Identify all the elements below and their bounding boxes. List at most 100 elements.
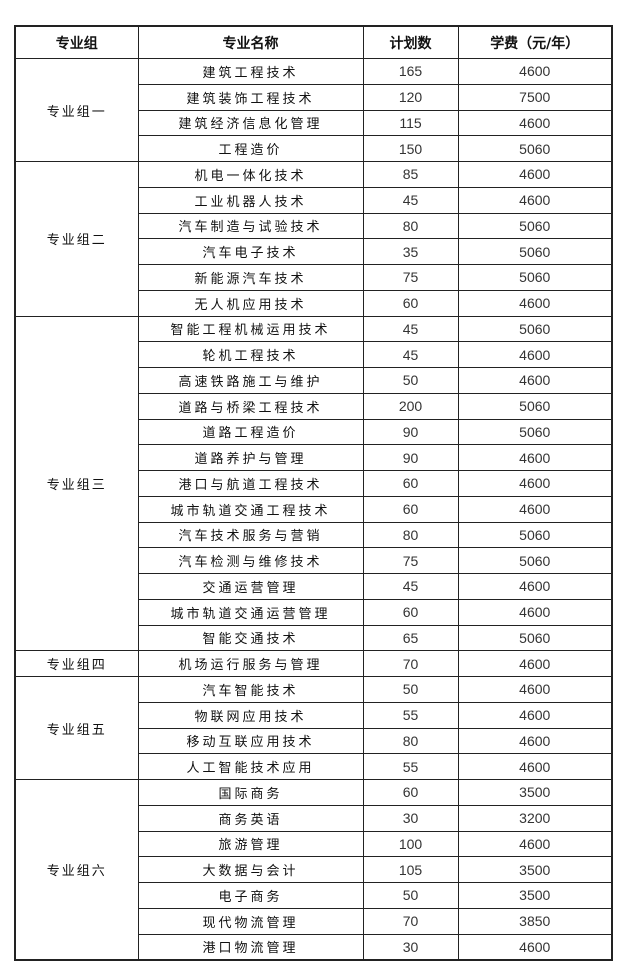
table-row: 专业组二 机电一体化技术 85 4600 xyxy=(14,161,613,317)
header-plan: 计划数 xyxy=(362,25,459,59)
plan-cell: 45 xyxy=(362,186,459,214)
table-row: 城市轨道交通运营管理 60 4600 xyxy=(15,598,613,626)
table-row: 商务英语 30 3200 xyxy=(15,804,613,832)
major-cell: 工程造价 xyxy=(137,135,364,162)
major-cell: 轮机工程技术 xyxy=(137,341,364,368)
major-cell: 国际商务 xyxy=(137,779,364,806)
table-row: 新能源汽车技术 75 5060 xyxy=(15,264,613,291)
major-cell: 大数据与会计 xyxy=(137,856,364,883)
plan-cell: 35 xyxy=(362,238,459,265)
major-cell: 交通运营管理 xyxy=(137,573,364,600)
fee-cell: 3500 xyxy=(457,856,613,883)
fee-cell: 4600 xyxy=(457,58,613,85)
plan-cell: 115 xyxy=(362,109,459,137)
fee-cell: 4600 xyxy=(457,933,613,961)
major-cell: 移动互联应用技术 xyxy=(137,727,364,755)
major-cell: 汽车制造与试验技术 xyxy=(137,212,364,240)
major-cell: 城市轨道交通工程技术 xyxy=(137,495,364,523)
plan-cell: 50 xyxy=(362,882,459,909)
table-row: 汽车制造与试验技术 80 5060 xyxy=(15,212,613,240)
table-row: 专业组一 建筑工程技术 165 4600 xyxy=(14,58,613,162)
fee-cell: 3500 xyxy=(457,882,613,909)
table-row: 工程造价 150 5060 xyxy=(15,135,613,162)
plan-cell: 90 xyxy=(362,418,459,446)
plan-cell: 200 xyxy=(362,392,459,420)
plan-cell: 60 xyxy=(362,598,459,626)
group-cell: 专业组四 xyxy=(14,650,139,677)
fee-cell: 5060 xyxy=(457,135,613,162)
group-cell: 专业组五 xyxy=(14,676,139,780)
table-row: 专业组六 国际商务 60 3500 xyxy=(14,779,613,961)
plan-cell: 150 xyxy=(362,135,459,162)
major-cell: 港口与航道工程技术 xyxy=(137,470,364,497)
fee-cell: 4600 xyxy=(457,701,613,729)
major-cell: 工业机器人技术 xyxy=(137,186,364,214)
group-cell: 专业组一 xyxy=(14,58,139,162)
table-row: 电子商务 50 3500 xyxy=(15,882,613,909)
plan-cell: 60 xyxy=(362,289,459,317)
header-major: 专业名称 xyxy=(137,25,364,59)
table-row: 智能交通技术 65 5060 xyxy=(15,624,613,652)
fee-cell: 4600 xyxy=(457,573,613,600)
table-row: 港口物流管理 30 4600 xyxy=(15,933,613,961)
major-cell: 汽车技术服务与营销 xyxy=(137,521,364,549)
fee-cell: 3850 xyxy=(457,907,613,935)
fee-cell: 4600 xyxy=(457,367,613,394)
group-cell: 专业组六 xyxy=(14,779,139,961)
plan-cell: 105 xyxy=(362,856,459,883)
table-row: 建筑经济信息化管理 115 4600 xyxy=(15,109,613,137)
table-row: 人工智能技术应用 55 4600 xyxy=(15,753,613,780)
major-cell: 城市轨道交通运营管理 xyxy=(137,598,364,626)
fee-cell: 4600 xyxy=(457,753,613,780)
table-row: 轮机工程技术 45 4600 xyxy=(15,341,613,368)
fee-cell: 4600 xyxy=(457,341,613,368)
header-group: 专业组 xyxy=(14,25,139,59)
fee-cell: 4600 xyxy=(457,830,613,858)
header-fee: 学费（元/年） xyxy=(457,25,613,59)
table-row: 汽车检测与维修技术 75 5060 xyxy=(15,547,613,574)
table-row: 道路与桥梁工程技术 200 5060 xyxy=(15,392,613,420)
major-cell: 智能交通技术 xyxy=(137,624,364,652)
fee-cell: 4600 xyxy=(457,676,613,703)
fee-cell: 4600 xyxy=(457,186,613,214)
plan-cell: 45 xyxy=(362,341,459,368)
fee-cell: 5060 xyxy=(457,624,613,652)
major-cell: 机场运行服务与管理 xyxy=(137,650,364,677)
plan-cell: 70 xyxy=(362,907,459,935)
plan-cell: 30 xyxy=(362,804,459,832)
plan-cell: 80 xyxy=(362,212,459,240)
fee-cell: 5060 xyxy=(457,212,613,240)
group-cell: 专业组三 xyxy=(14,315,139,652)
fee-cell: 5060 xyxy=(457,264,613,291)
plan-cell: 165 xyxy=(362,58,459,85)
major-cell: 道路与桥梁工程技术 xyxy=(137,392,364,420)
enrollment-table: 专业组 专业名称 计划数 学费（元/年） 专业组一 建筑工程技术 165 4600 建筑… xyxy=(14,25,613,962)
fee-cell: 4600 xyxy=(457,444,613,471)
plan-cell: 80 xyxy=(362,521,459,549)
major-cell: 汽车检测与维修技术 xyxy=(137,547,364,574)
header-row: 专业组 专业名称 计划数 学费（元/年） xyxy=(14,25,613,59)
plan-cell: 60 xyxy=(362,779,459,806)
major-cell: 建筑经济信息化管理 xyxy=(137,109,364,137)
major-cell: 新能源汽车技术 xyxy=(137,264,364,291)
plan-cell: 55 xyxy=(362,753,459,780)
table-row: 城市轨道交通工程技术 60 4600 xyxy=(15,495,613,523)
major-cell: 人工智能技术应用 xyxy=(137,753,364,780)
table-row: 物联网应用技术 55 4600 xyxy=(15,701,613,729)
major-cell: 旅游管理 xyxy=(137,830,364,858)
major-cell: 建筑工程技术 xyxy=(137,58,364,85)
plan-cell: 70 xyxy=(362,650,459,677)
fee-cell: 4600 xyxy=(457,495,613,523)
major-cell: 道路工程造价 xyxy=(137,418,364,446)
fee-cell: 4600 xyxy=(457,289,613,317)
plan-cell: 120 xyxy=(362,83,459,111)
fee-cell: 3500 xyxy=(457,779,613,806)
fee-cell: 4600 xyxy=(457,727,613,755)
table-row: 建筑装饰工程技术 120 7500 xyxy=(15,83,613,111)
major-cell: 物联网应用技术 xyxy=(137,701,364,729)
table-row: 工业机器人技术 45 4600 xyxy=(15,186,613,214)
fee-cell: 7500 xyxy=(457,83,613,111)
table-row: 汽车电子技术 35 5060 xyxy=(15,238,613,265)
major-cell: 高速铁路施工与维护 xyxy=(137,367,364,394)
major-cell: 电子商务 xyxy=(137,882,364,909)
